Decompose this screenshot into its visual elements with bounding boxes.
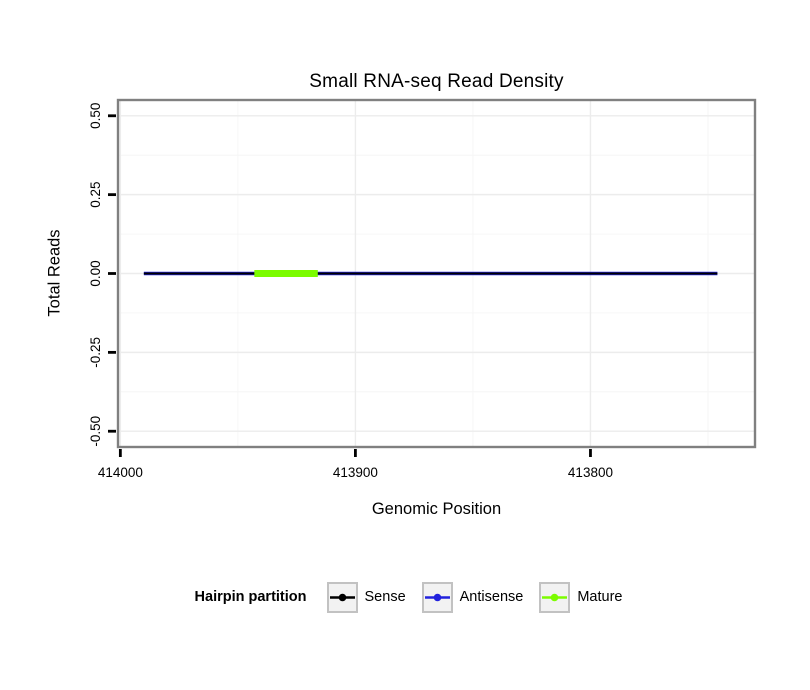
- legend-title: Hairpin partition: [194, 589, 307, 605]
- legend-label-antisense: Antisense: [459, 589, 524, 605]
- y-tick-label: -0.25: [88, 337, 103, 368]
- legend-key-mature: [539, 581, 571, 613]
- legend-label-mature: Mature: [577, 589, 623, 605]
- x-tick-label: 414000: [98, 465, 143, 480]
- y-tick-label: 0.00: [88, 260, 103, 286]
- legend-key-glyph-icon: [424, 593, 450, 601]
- x-axis-title: Genomic Position: [371, 500, 502, 518]
- legend-key-antisense: [421, 581, 453, 613]
- legend-entries: Sense Antisense Mature: [326, 581, 623, 613]
- legend: Hairpin partition Sense Antisense Mature: [90, 578, 727, 616]
- x-tick-label: 413800: [568, 465, 613, 480]
- y-tick-label: -0.50: [88, 416, 103, 447]
- legend-key-glyph-icon: [329, 593, 355, 601]
- legend-item-sense: Sense: [326, 581, 406, 613]
- y-axis-title: Total Reads: [45, 229, 64, 317]
- legend-item-antisense: Antisense: [421, 581, 524, 613]
- chart-title: Small RNA-seq Read Density: [309, 71, 564, 92]
- legend-label-sense: Sense: [364, 589, 406, 605]
- x-tick-label: 413900: [333, 465, 378, 480]
- y-tick-label: 0.25: [88, 181, 103, 207]
- y-tick-label: 0.50: [88, 103, 103, 129]
- legend-item-mature: Mature: [539, 581, 623, 613]
- legend-key-glyph-icon: [542, 593, 568, 601]
- panel-border: [116, 98, 757, 449]
- legend-key-sense: [326, 581, 358, 613]
